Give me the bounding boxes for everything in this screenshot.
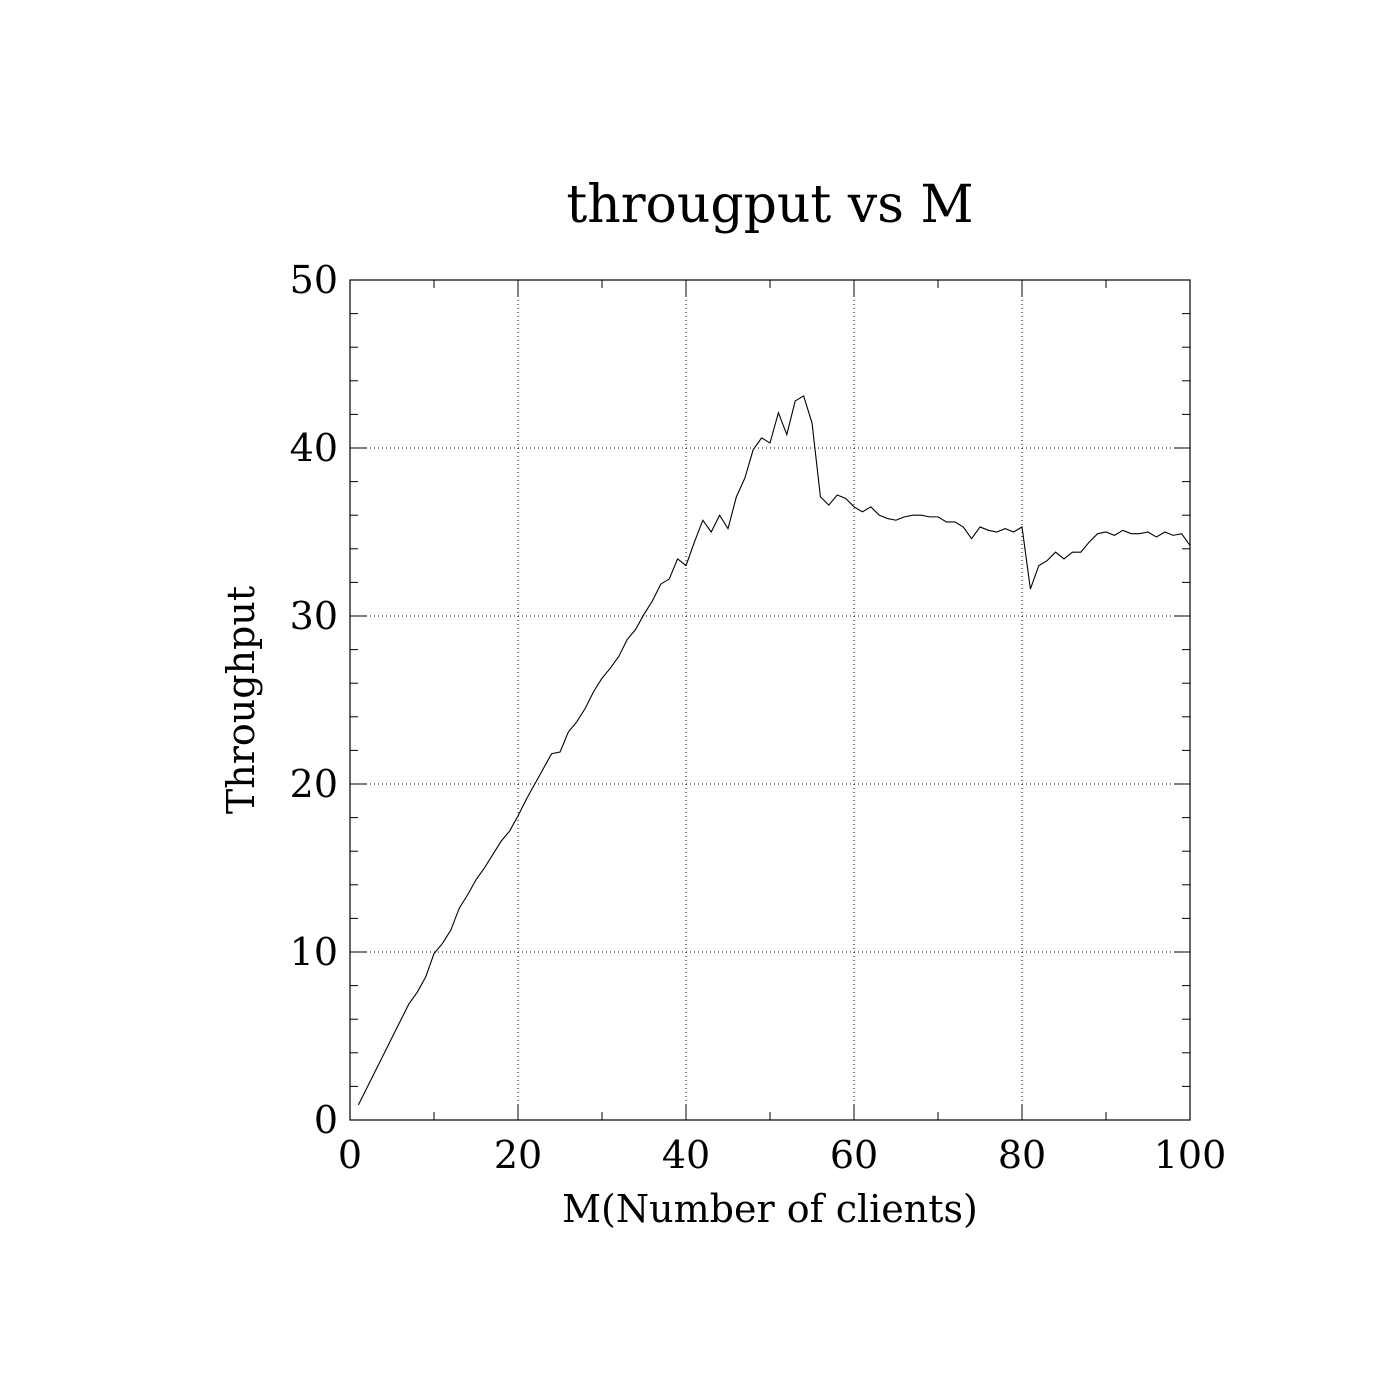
y-tick-label: 30	[290, 594, 338, 638]
x-tick-label: 0	[338, 1133, 362, 1177]
chart-title: througput vs M	[566, 175, 973, 235]
x-tick-labels: 0 20 40 60 80 100	[338, 1133, 1226, 1177]
y-tick-label: 40	[290, 426, 338, 470]
y-tick-label: 0	[314, 1098, 338, 1142]
x-tick-label: 80	[998, 1133, 1046, 1177]
series-line	[357, 395, 1191, 1106]
x-tick-label: 40	[662, 1133, 710, 1177]
y-tick-label: 20	[290, 762, 338, 806]
plot-frame	[349, 279, 1191, 1121]
y-axis-label: Throughput	[219, 586, 263, 814]
y-tick-labels: 0 10 20 30 40 50	[290, 258, 338, 1142]
x-axis-label: M(Number of clients)	[562, 1187, 978, 1231]
x-tick-label: 20	[494, 1133, 542, 1177]
y-tick-label: 10	[290, 930, 338, 974]
x-tick-label: 60	[830, 1133, 878, 1177]
y-tick-label: 50	[290, 258, 338, 302]
series-layer	[357, 395, 1191, 1106]
grid-lines	[350, 280, 1190, 1120]
x-tick-label: 100	[1154, 1133, 1227, 1177]
minor-ticks	[349, 279, 1191, 1121]
